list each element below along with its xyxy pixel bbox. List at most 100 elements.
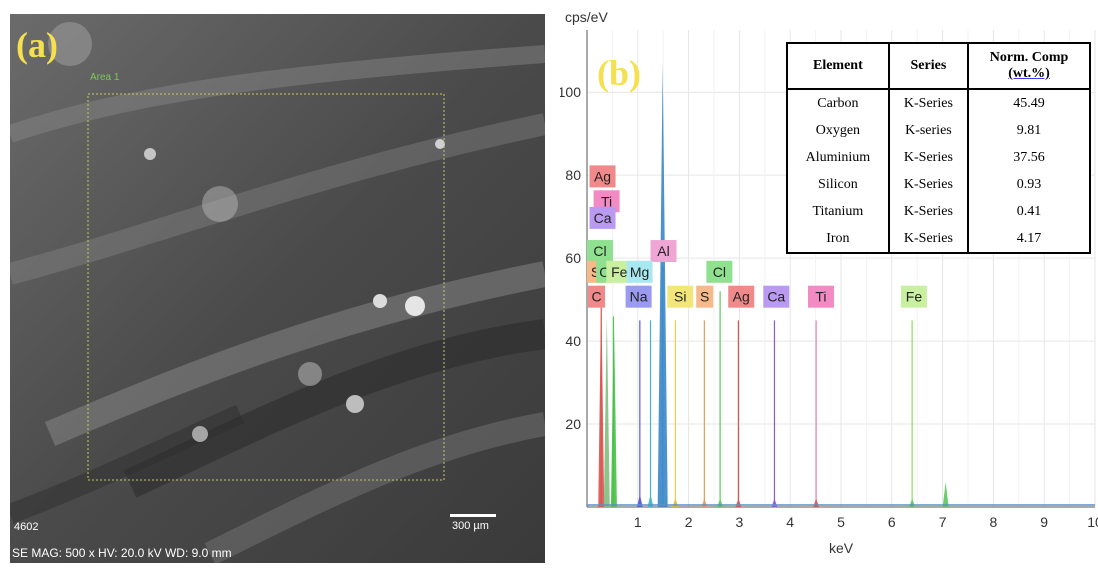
table-cell-series: K-Series	[887, 89, 970, 117]
x-tick-label: 2	[685, 514, 693, 530]
table-cell-element: Silicon	[786, 171, 890, 198]
table-row: Silicon K-Series 0.93	[786, 171, 1091, 198]
x-tick-label: 5	[837, 514, 845, 530]
x-axis-label: keV	[829, 540, 854, 556]
scale-bar	[450, 514, 496, 517]
table-header-row: Element Series Norm. Comp (wt.%)	[786, 42, 1091, 90]
composition-table: Element Series Norm. Comp (wt.%) Carbon K…	[786, 42, 1091, 254]
x-tick-label: 10	[1087, 514, 1098, 530]
x-tick-label: 8	[990, 514, 998, 530]
element-label: Ag	[594, 168, 611, 184]
table-cell-value: 0.41	[967, 198, 1091, 225]
element-label-box	[588, 285, 606, 308]
element-label: C	[591, 289, 601, 305]
table-cell-series: K-Series	[887, 225, 970, 254]
table-cell-series: K-Series	[887, 171, 970, 198]
element-label: Cl	[713, 264, 726, 280]
scale-label: 300 µm	[452, 520, 489, 532]
spectrum-peak	[672, 498, 679, 507]
spectrum-peak	[636, 494, 643, 507]
y-tick-label: 100	[560, 84, 581, 100]
spectrum-peak	[657, 63, 668, 507]
element-label: Na	[630, 289, 648, 305]
spectrum-peak	[909, 498, 916, 507]
y-tick-label: 40	[565, 333, 581, 349]
spectrum-peak	[717, 498, 724, 507]
table-cell-element: Titanium	[786, 198, 890, 225]
element-label: Ti	[815, 289, 826, 305]
spectrum-peak	[771, 498, 778, 507]
element-label: Ca	[594, 210, 612, 226]
table-row: Carbon K-Series 45.49	[786, 89, 1091, 117]
element-label-box	[667, 285, 694, 308]
spectrum-peak	[598, 291, 605, 507]
element-label-box	[587, 240, 613, 263]
element-label-box	[763, 285, 790, 308]
spectrum-peak	[610, 316, 617, 507]
y-axis-label: cps/eV	[565, 9, 608, 25]
spectrum-peak	[735, 498, 742, 507]
sem-footer: SE MAG: 500 x HV: 20.0 kV WD: 9.0 mm	[12, 546, 232, 560]
element-label-box	[625, 285, 652, 308]
y-tick-label: 80	[565, 167, 581, 183]
element-label: Si	[674, 289, 686, 305]
x-tick-label: 4	[786, 514, 794, 530]
element-label: Al	[657, 243, 669, 259]
element-label-box	[626, 260, 653, 283]
spectrum-peak	[813, 498, 820, 507]
table-cell-element: Aluminium	[786, 144, 890, 171]
element-label-box	[900, 285, 927, 308]
element-label: S	[591, 264, 600, 280]
table-cell-series: K-series	[887, 117, 970, 144]
panel-a-label: (a)	[16, 25, 58, 65]
header-norm-comp-label: Norm. Comp	[989, 50, 1069, 65]
header-norm-comp: Norm. Comp (wt.%)	[967, 42, 1091, 90]
spectrum-peak	[942, 482, 949, 507]
table-row: Iron K-Series 4.17	[786, 225, 1091, 254]
element-label: Cl	[593, 243, 606, 259]
element-label: Ca	[767, 289, 785, 305]
element-label-box	[589, 206, 616, 229]
area-label: Area 1	[90, 72, 120, 83]
element-label-box	[706, 260, 733, 283]
y-tick-label: 60	[565, 250, 581, 266]
analysis-area-box	[87, 93, 445, 481]
element-label: Fe	[611, 264, 628, 280]
table-cell-series: K-Series	[887, 198, 970, 225]
table-cell-value: 45.49	[967, 89, 1091, 117]
header-series: Series	[887, 42, 970, 90]
element-label-box	[728, 285, 755, 308]
y-tick-label: 20	[565, 416, 581, 432]
element-label-box	[589, 165, 616, 188]
spectrum-peak	[603, 316, 610, 507]
spectrum-peak	[701, 498, 708, 507]
x-tick-label: 6	[888, 514, 896, 530]
element-label: S	[700, 289, 709, 305]
table-cell-element: Iron	[786, 225, 890, 254]
element-label-box	[807, 285, 834, 308]
sem-corner-label: 4602	[14, 521, 39, 533]
table-row: Oxygen K-series 9.81	[786, 117, 1091, 144]
table-cell-element: Carbon	[786, 89, 890, 117]
header-element: Element	[786, 42, 890, 90]
element-label-box	[606, 260, 633, 283]
sem-image-panel: (a) Area 1 4602 300 µm SE MAG: 500 x HV:…	[10, 14, 545, 563]
panel-b-label: (b)	[597, 53, 641, 93]
table-row: Titanium K-Series 0.41	[786, 198, 1091, 225]
table-cell-value: 9.81	[967, 117, 1091, 144]
table-row: Aluminium K-Series 37.56	[786, 144, 1091, 171]
x-tick-label: 9	[1040, 514, 1048, 530]
table-cell-value: 0.93	[967, 171, 1091, 198]
element-label: Ag	[733, 289, 750, 305]
x-tick-label: 7	[939, 514, 947, 530]
x-tick-label: 3	[736, 514, 744, 530]
element-label-box	[650, 240, 677, 263]
element-label: Ti	[601, 193, 612, 209]
element-label: Fe	[906, 289, 923, 305]
table-cell-element: Oxygen	[786, 117, 890, 144]
table-cell-series: K-Series	[887, 144, 970, 171]
element-label-box	[696, 285, 714, 308]
element-label: Mg	[630, 264, 649, 280]
element-label-box	[593, 190, 620, 213]
element-label: O	[599, 264, 610, 280]
